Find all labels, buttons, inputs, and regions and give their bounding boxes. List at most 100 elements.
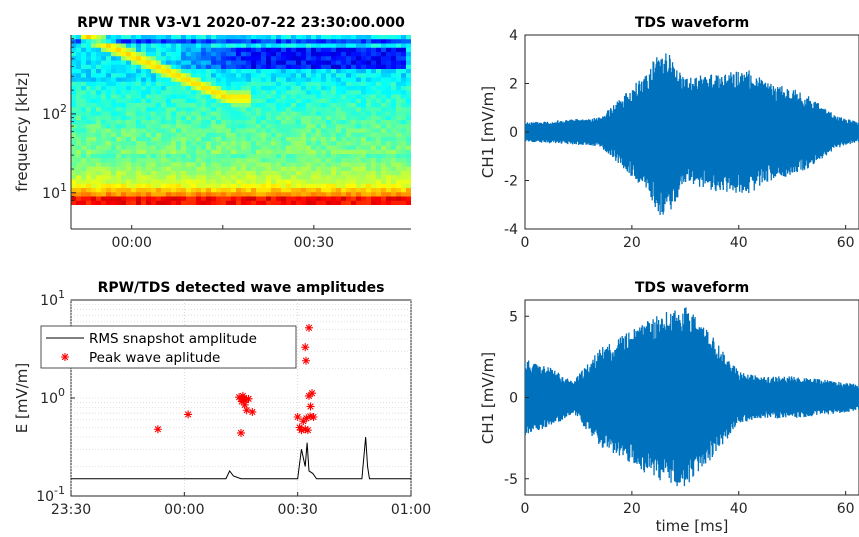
spectrogram-cell [366,175,372,181]
spectrogram-cell [71,86,77,91]
spectrogram-cell [216,128,222,134]
spectrogram-cell [241,56,247,62]
spectrogram-cell [251,73,257,79]
spectrogram-cell [116,200,122,205]
spectrogram-cell [91,73,97,79]
spectrogram-cell [361,192,367,198]
spectrogram-cell [406,120,411,125]
spectrogram-cell [226,107,232,113]
spectrogram-cell [91,64,97,70]
spectrogram-cell [81,188,87,193]
spectrogram-cell [256,69,262,74]
spectrogram-cell [106,94,112,100]
spectrogram-cell [236,192,242,198]
spectrogram-cell [196,145,202,151]
spectrogram-cell [156,56,162,62]
amplitude-x-tick-label: 23:30 [51,502,91,518]
spectrogram-cell [186,175,192,181]
spectrogram-cell [371,166,377,172]
spectrogram-cell [276,56,282,62]
spectrogram-cell [306,73,312,79]
spectrogram-cell [361,137,367,142]
spectrogram-cell [366,81,372,87]
spectrogram-cell [76,132,82,138]
spectrogram-cell [361,47,367,53]
spectrogram-cell [356,179,362,185]
spectrogram-cell [306,35,312,40]
spectrogram-cell [326,192,332,198]
spectrogram-cell [216,64,222,70]
spectrogram-cell [376,90,382,96]
spectrogram-cell [171,149,177,155]
spectrogram-cell [271,183,277,189]
spectrogram-cell [301,162,307,168]
spectrogram-cell [286,52,292,57]
spectrogram-cell [201,158,207,164]
spectrogram-cell [371,179,377,185]
spectrogram-cell [371,200,377,205]
spectrogram-cell [191,145,197,151]
spectrogram-cell [321,162,327,168]
spectrogram-cell [281,120,287,125]
spectrogram-cell [191,47,197,53]
spectrogram-cell [211,35,217,40]
spectrogram-cell [226,145,232,151]
spectrogram-cell [146,77,152,83]
spectrogram-cell [291,183,297,189]
spectrogram-cell [206,162,212,168]
spectrogram-cell [191,94,197,100]
spectrogram-cell [386,115,392,121]
spectrogram-cell [166,175,172,181]
spectrogram-cell [226,98,232,104]
peak-marker [244,394,253,403]
spectrogram-cell [71,162,77,168]
spectrogram-cell [386,137,392,142]
spectrogram-cell [396,120,402,125]
spectrogram-cell [336,43,342,49]
spectrogram-cell [251,103,257,108]
spectrogram-cell [281,56,287,62]
spectrogram-cell [86,60,92,66]
spectrogram-cell [191,166,197,172]
spectrogram-cell [186,81,192,87]
spectrogram-cell [141,162,147,168]
spectrogram-cell [281,86,287,91]
spectrogram-cell [101,128,107,134]
spectrogram-cell [91,60,97,66]
spectrogram-cell [126,171,132,176]
spectrogram-cell [236,47,242,53]
spectrogram-cell [231,141,237,147]
spectrogram-cell [306,103,312,108]
spectrogram-cell [231,175,237,181]
spectrogram-cell [161,52,167,57]
spectrogram-cell [181,175,187,181]
spectrogram-cell [146,39,152,45]
spectrogram-cell [311,47,317,53]
spectrogram-cell [101,141,107,147]
spectrogram-cell [191,81,197,87]
spectrogram-cell [386,166,392,172]
spectrogram-cell [106,196,112,202]
spectrogram-cell [406,124,411,130]
waveform-x-tick-label: 20 [623,235,641,251]
spectrogram-cell [311,141,317,147]
spectrogram-cell [406,56,411,62]
spectrogram-cell [246,47,252,53]
spectrogram-cell [341,111,347,117]
spectrogram-cell [276,188,282,193]
spectrogram-cell [71,158,77,164]
spectrogram-cell [191,103,197,108]
spectrogram-cell [86,200,92,205]
spectrogram-cell [286,43,292,49]
spectrogram-cell [371,111,377,117]
spectrogram-cell [211,196,217,202]
spectrogram-cell [356,52,362,57]
spectrogram-cell [106,56,112,62]
spectrogram-cell [316,39,322,45]
spectrogram-cell [186,39,192,45]
spectrogram-cell [221,47,227,53]
spectrogram-cell [151,200,157,205]
peak-marker [306,402,315,411]
spectrogram-cell [211,86,217,91]
spectrogram-cell [376,128,382,134]
